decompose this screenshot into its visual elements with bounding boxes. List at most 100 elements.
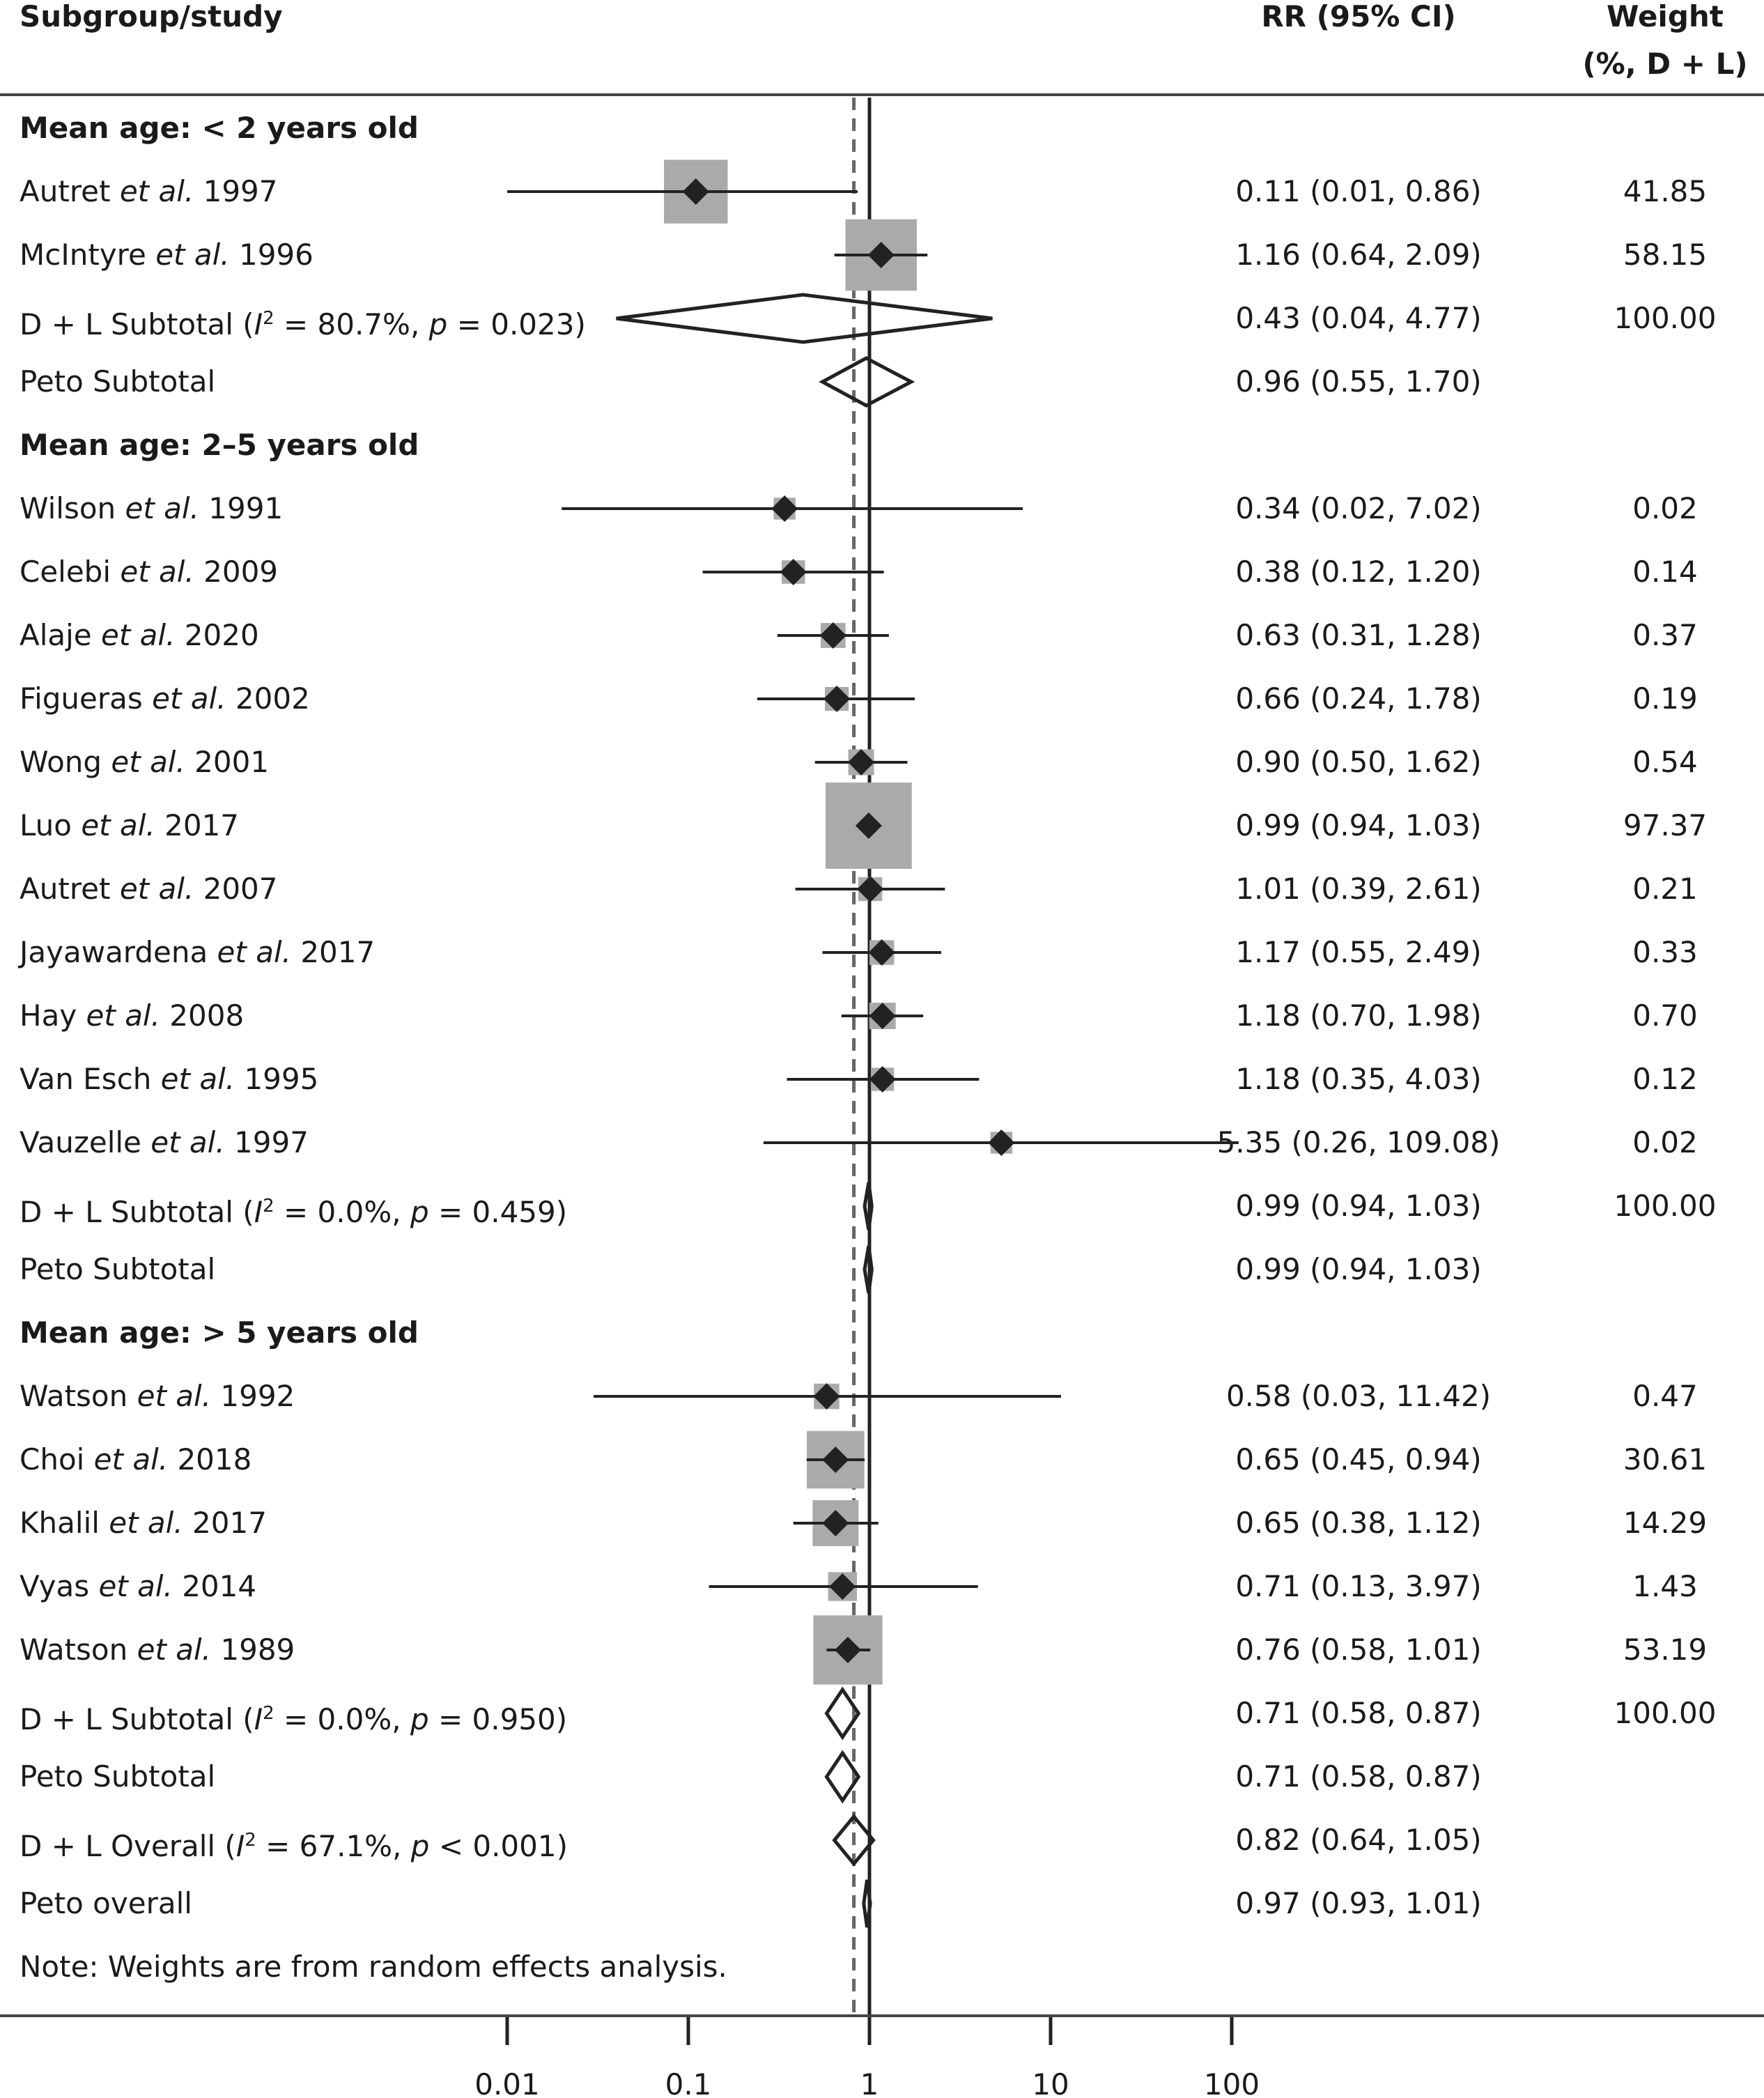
weight-value: 0.12 xyxy=(1632,1062,1698,1096)
weight-value: 0.02 xyxy=(1632,1125,1698,1159)
rr-ci-value: 0.90 (0.50, 1.62) xyxy=(1235,745,1482,779)
point-estimate-marker xyxy=(848,749,875,776)
footnote: Note: Weights are from random effects an… xyxy=(20,1950,727,1984)
header-rule xyxy=(0,93,1764,96)
weight-value: 0.02 xyxy=(1632,491,1698,525)
rr-ci-value: 0.11 (0.01, 0.86) xyxy=(1235,174,1482,208)
study-label: Watson et al. 1989 xyxy=(20,1633,295,1667)
rr-ci-value: 0.71 (0.58, 0.87) xyxy=(1235,1696,1482,1730)
study-label: Autret et al. 1997 xyxy=(20,174,278,208)
weight-value: 100.00 xyxy=(1614,301,1717,335)
weight-value: 58.15 xyxy=(1623,238,1708,272)
rr-ci-value: 0.38 (0.12, 1.20) xyxy=(1235,555,1482,589)
point-estimate-marker xyxy=(835,1637,862,1663)
x-tick-label: 0.1 xyxy=(665,2067,712,2098)
study-label: Autret et al. 2007 xyxy=(20,872,278,906)
column-header-rr: RR (95% CI) xyxy=(1261,0,1456,33)
rr-ci-value: 0.99 (0.94, 1.03) xyxy=(1235,1252,1482,1286)
subgroup-header: Mean age: 2–5 years old xyxy=(20,428,419,462)
weight-value: 14.29 xyxy=(1623,1506,1708,1540)
weight-value: 97.37 xyxy=(1623,808,1708,842)
x-tick-label: 0.01 xyxy=(474,2067,540,2098)
rr-ci-value: 0.43 (0.04, 4.77) xyxy=(1235,301,1482,335)
rr-ci-value: 1.18 (0.35, 4.03) xyxy=(1235,1062,1482,1096)
study-label: Alaje et al. 2020 xyxy=(20,618,259,652)
column-header-weight: Weight xyxy=(1607,0,1724,33)
rr-ci-value: 0.82 (0.64, 1.05) xyxy=(1235,1823,1482,1857)
weight-value: 0.70 xyxy=(1632,998,1698,1033)
peto-label: Peto overall xyxy=(20,1886,192,1920)
rr-ci-value: 0.99 (0.94, 1.03) xyxy=(1235,1189,1482,1223)
rr-ci-value: 0.65 (0.45, 0.94) xyxy=(1235,1442,1482,1476)
subtotal-diamond xyxy=(824,1686,861,1741)
point-estimate-marker xyxy=(819,622,846,649)
point-estimate-marker xyxy=(857,876,884,902)
weight-value: 100.00 xyxy=(1614,1189,1717,1223)
study-label: Wilson et al. 1991 xyxy=(20,491,284,525)
subtotal-label: D + L Subtotal (I2 = 80.7%, p = 0.023) xyxy=(20,307,586,341)
rr-ci-value: 0.34 (0.02, 7.02) xyxy=(1235,491,1482,525)
subtotal-label: D + L Subtotal (I2 = 0.0%, p = 0.950) xyxy=(20,1702,568,1736)
weight-value: 1.43 xyxy=(1632,1569,1698,1603)
study-label: Hay et al. 2008 xyxy=(20,998,245,1033)
rr-ci-value: 0.63 (0.31, 1.28) xyxy=(1235,618,1482,652)
point-estimate-marker xyxy=(813,1383,840,1410)
study-label: Luo et al. 2017 xyxy=(20,808,239,842)
peto-label: Peto Subtotal xyxy=(20,364,216,399)
weight-value: 41.85 xyxy=(1623,174,1708,208)
study-label: Watson et al. 1992 xyxy=(20,1379,295,1413)
study-label: Jayawardena et al. 2017 xyxy=(20,935,376,969)
rr-ci-value: 1.01 (0.39, 2.61) xyxy=(1235,872,1482,906)
study-label: Van Esch et al. 1995 xyxy=(20,1062,319,1096)
weight-value: 53.19 xyxy=(1623,1633,1708,1667)
point-estimate-marker xyxy=(682,178,709,205)
study-label: Celebi et al. 2009 xyxy=(20,555,279,589)
point-estimate-marker xyxy=(868,939,895,966)
point-estimate-marker xyxy=(822,1447,849,1473)
rr-ci-value: 0.66 (0.24, 1.78) xyxy=(1235,681,1482,716)
rr-ci-value: 1.16 (0.64, 2.09) xyxy=(1235,238,1482,272)
peto-diamond xyxy=(862,1879,872,1928)
bottom-rule xyxy=(0,2014,1764,2017)
peto-label: Peto Subtotal xyxy=(20,1759,216,1794)
point-estimate-marker xyxy=(869,1003,896,1029)
peto-diamond xyxy=(824,1750,861,1804)
weight-value: 0.21 xyxy=(1632,872,1698,906)
x-tick-label: 10 xyxy=(1032,2067,1069,2098)
subtotal-diamond xyxy=(616,293,993,344)
point-estimate-marker xyxy=(823,686,851,712)
study-label: McIntyre et al. 1996 xyxy=(20,238,314,272)
weight-value: 0.37 xyxy=(1632,618,1698,652)
subtotal-diamond xyxy=(862,1182,874,1231)
overall-label: D + L Overall (I2 = 67.1%, p < 0.001) xyxy=(20,1829,568,1863)
column-header-weight-unit: (%, D + L) xyxy=(1582,47,1748,81)
study-label: Khalil et al. 2017 xyxy=(20,1506,267,1540)
rr-ci-value: 0.71 (0.58, 0.87) xyxy=(1235,1759,1482,1794)
point-estimate-marker xyxy=(867,242,895,268)
x-tick-label: 100 xyxy=(1204,2067,1260,2098)
study-label: Wong et al. 2001 xyxy=(20,745,270,779)
weight-value: 30.61 xyxy=(1623,1442,1708,1476)
point-estimate-marker xyxy=(822,1510,849,1536)
peto-diamond xyxy=(819,356,915,408)
weight-value: 100.00 xyxy=(1614,1696,1717,1730)
weight-value: 0.14 xyxy=(1632,555,1698,589)
point-estimate-marker xyxy=(771,495,798,522)
point-estimate-marker xyxy=(988,1129,1015,1156)
point-estimate-marker xyxy=(829,1573,856,1600)
rr-ci-value: 0.71 (0.13, 3.97) xyxy=(1235,1569,1482,1603)
rr-ci-value: 1.18 (0.70, 1.98) xyxy=(1235,998,1482,1033)
point-estimate-marker xyxy=(780,559,807,585)
weight-value: 0.19 xyxy=(1632,681,1698,716)
peto-diamond xyxy=(862,1245,874,1294)
point-estimate-marker xyxy=(869,1066,896,1093)
rr-ci-value: 0.58 (0.03, 11.42) xyxy=(1225,1379,1492,1413)
study-label: Vyas et al. 2014 xyxy=(20,1569,257,1603)
rr-ci-value: 0.76 (0.58, 1.01) xyxy=(1235,1633,1482,1667)
weight-value: 0.54 xyxy=(1632,745,1698,779)
study-label: Choi et al. 2018 xyxy=(20,1442,252,1476)
x-tick-label: 1 xyxy=(860,2067,879,2098)
subtotal-label: D + L Subtotal (I2 = 0.0%, p = 0.459) xyxy=(20,1195,568,1229)
rr-ci-value: 5.35 (0.26, 109.08) xyxy=(1216,1125,1501,1159)
rr-ci-value: 0.96 (0.55, 1.70) xyxy=(1235,364,1482,399)
